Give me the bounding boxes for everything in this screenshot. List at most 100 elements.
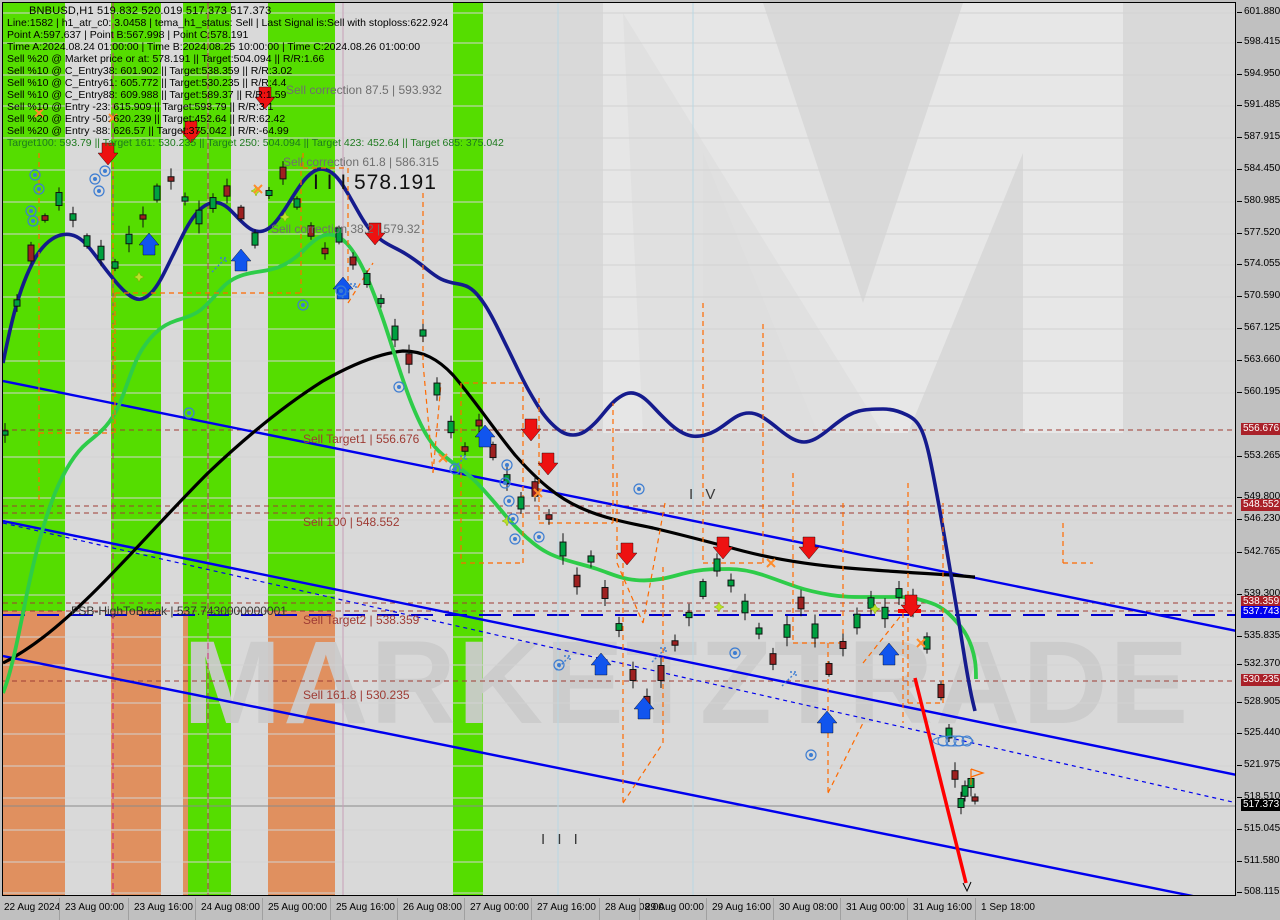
sell-arrow-icon [364,222,386,246]
candle-bearish [769,653,777,665]
header-line-5: Sell %10 @ C_Entry61: 605.772 || Target:… [7,77,287,89]
time-tick-label: 28 Aug 08:00 [605,902,664,913]
candle-bearish [405,353,413,365]
time-axis[interactable]: 22 Aug 2024 23 Aug 00:00 23 Aug 16:00 24 Au… [0,898,1280,920]
time-tick-label: 29 Aug 00:00 [645,902,704,913]
session-band-orange [111,611,161,895]
circle-marker-dot [503,481,508,486]
candle-bullish [363,272,371,286]
buy-arrow-icon [138,232,160,256]
candle-bearish [279,166,287,180]
time-tick-label: 24 Aug 08:00 [201,902,260,913]
price-tick [1237,829,1242,830]
candle-bearish [167,176,175,182]
price-tick-label: 574.055 [1244,258,1280,269]
sell-correction-618: Sell correction 61.8 | 586.315 [283,155,439,169]
breakout-arrow-icon [211,257,227,273]
session-separator [112,3,209,895]
blue-dashed-trend [3,522,1235,804]
price-tick-label: 591.485 [1244,99,1280,110]
price-tick-label: 570.590 [1244,290,1280,301]
cross-marker-icon [438,453,448,463]
candle-bullish [153,185,161,201]
circle-marker [297,299,309,311]
candle-bearish [139,214,147,220]
chart-header-info: BNBUSD,H1 519.832 520.019 517.373 517.37… [7,5,504,149]
breakout-arrow-icon [651,647,667,663]
circle-marker-dot [636,487,641,492]
time-tick-sep [262,898,263,920]
buy-arrow-icon [590,652,612,676]
candle-bullish [447,420,455,434]
session-band-green [268,3,335,611]
time-tick-label: 27 Aug 16:00 [537,902,596,913]
header-line-8: Sell %20 @ Entry -50: 620.239 || Target:… [7,113,286,125]
price-tick [1237,497,1242,498]
time-tick-label: 31 Aug 00:00 [846,902,905,913]
header-line-1: Point A:597.637 | Point B:567.998 | Poin… [7,29,249,41]
price-tick [1237,636,1242,637]
sell-arrow-icon [616,542,638,566]
price-tick [1237,233,1242,234]
sell-arrow-icon [798,536,820,560]
candle-bullish [517,496,525,510]
circle-marker-dot [453,467,458,472]
breakout-arrow-icon [451,455,467,471]
time-tick-label: 22 Aug 2024 [4,902,61,913]
candle-bullish [3,430,9,436]
candle-bullish [895,588,903,598]
candle-bullish [685,611,693,619]
circle-marker [393,381,405,393]
circle-marker [633,483,645,495]
circle-marker [805,749,817,761]
buy-arrow-icon [816,710,838,734]
candle-bullish [961,785,969,797]
oval-cluster [932,735,974,747]
time-tick-sep [907,898,908,920]
circle-marker-dot [187,411,192,416]
sell-arrow-icon [520,418,542,442]
candle-bullish [293,198,301,208]
sell-arrow-icon [97,142,119,166]
candle-bullish [69,213,77,221]
candle-bearish [475,419,483,427]
price-tick-label: 511.580 [1244,855,1280,866]
session-band-orange [3,611,13,895]
sell-correction-875: Sell correction 87.5 | 593.932 [286,83,442,97]
circle-marker-dot [29,209,34,214]
flag-marker [970,768,985,785]
sell-target1: Sell Target1 | 556.676 [303,432,420,446]
candle-bullish [957,798,965,808]
price-axis[interactable]: 601.880 598.415 594.950 591.485 587.915 584.4… [1237,2,1280,897]
candle-bearish [971,796,979,802]
ma-slow-sma [3,349,976,665]
signal-arrows [34,86,926,734]
time-tick-sep [975,898,976,920]
session-band-green [3,3,13,611]
time-tick-label: 23 Aug 00:00 [65,902,124,913]
price-badge-red: 556.676 [1241,423,1280,435]
time-tick-sep [599,898,600,920]
price-tick-label: 508.115 [1244,886,1280,897]
star-marker-icon [713,601,725,613]
price-badge-red: 530.235 [1241,674,1280,686]
header-line-3: Sell %20 @ Market price or at: 578.191 |… [7,53,325,65]
candle-bearish [27,244,35,262]
chart-graphics [3,3,1235,895]
sell-1618: Sell 161.8 | 530.235 [303,688,410,702]
candle-bullish [615,623,623,631]
price-tick [1237,296,1242,297]
price-tick-label: 535.835 [1244,630,1280,641]
candle-bullish [741,600,749,614]
circle-marker-dot [102,169,107,174]
price-tick-label: 594.950 [1244,68,1280,79]
time-tick-sep [128,898,129,920]
chart-plot-area[interactable]: MARKETZTRADE [2,2,1236,896]
candle-bearish [349,256,357,266]
circle-marker [89,173,101,185]
candle-bullish [881,606,889,620]
time-tick-sep [639,898,640,920]
time-tick-label: 25 Aug 16:00 [336,902,395,913]
price-tick [1237,12,1242,13]
header-line-6: Sell %10 @ C_Entry88: 609.988 || Target:… [7,89,287,101]
